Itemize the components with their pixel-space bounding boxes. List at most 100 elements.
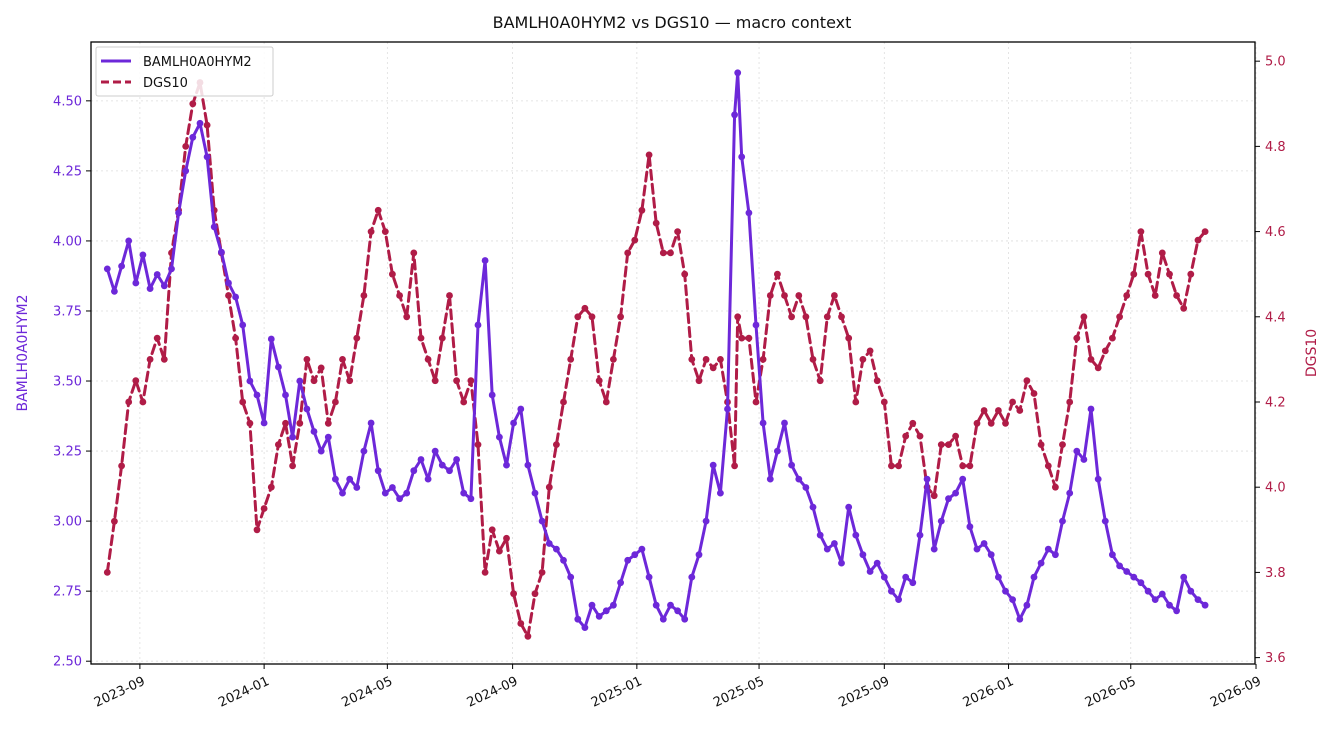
data-point-dgs10 — [873, 377, 881, 385]
data-point-dgs10 — [467, 377, 475, 385]
x-tick-label: 2026-09 — [1208, 674, 1264, 711]
data-point-bamlh0a0hym2 — [859, 551, 867, 559]
data-point-dgs10 — [103, 569, 111, 576]
data-point-bamlh0a0hym2 — [652, 601, 660, 609]
y-right-tick-label: 4.2 — [1265, 395, 1286, 410]
data-point-bamlh0a0hym2 — [132, 279, 140, 287]
data-point-bamlh0a0hym2 — [1151, 596, 1159, 603]
data-point-dgs10 — [659, 249, 667, 257]
data-point-dgs10 — [253, 526, 261, 534]
series-dgs10 — [103, 79, 1209, 640]
data-point-bamlh0a0hym2 — [809, 503, 817, 511]
data-point-bamlh0a0hym2 — [1002, 587, 1009, 595]
data-point-dgs10 — [759, 356, 767, 363]
data-point-dgs10 — [1130, 270, 1138, 278]
data-point-bamlh0a0hym2 — [524, 461, 532, 469]
data-point-bamlh0a0hym2 — [610, 601, 617, 609]
data-point-dgs10 — [766, 292, 774, 299]
data-point-bamlh0a0hym2 — [146, 285, 154, 292]
data-point-dgs10 — [823, 313, 831, 321]
data-point-dgs10 — [132, 377, 140, 385]
data-point-dgs10 — [681, 270, 689, 278]
y-axis-right: 3.6 3.8 4.0 4.2 4.4 4.6 4.8 5.0 — [1255, 55, 1286, 666]
data-point-bamlh0a0hym2 — [488, 391, 496, 399]
data-point-bamlh0a0hym2 — [1030, 573, 1038, 581]
data-point-dgs10 — [332, 398, 339, 406]
data-point-bamlh0a0hym2 — [1023, 601, 1031, 609]
data-point-dgs10 — [1030, 390, 1038, 397]
data-point-dgs10 — [1101, 347, 1109, 355]
data-point-bamlh0a0hym2 — [339, 489, 346, 497]
data-point-dgs10 — [952, 432, 959, 440]
y-left-tick-label: 3.25 — [53, 445, 82, 460]
data-point-bamlh0a0hym2 — [360, 447, 368, 455]
data-point-dgs10 — [496, 547, 503, 555]
data-point-dgs10 — [481, 569, 489, 576]
data-point-bamlh0a0hym2 — [153, 271, 161, 278]
data-point-dgs10 — [510, 590, 517, 598]
data-point-bamlh0a0hym2 — [631, 551, 639, 559]
data-point-bamlh0a0hym2 — [332, 475, 339, 483]
data-point-bamlh0a0hym2 — [1087, 405, 1095, 413]
data-point-dgs10 — [417, 334, 425, 342]
data-point-bamlh0a0hym2 — [1037, 559, 1045, 567]
data-point-dgs10 — [1080, 313, 1088, 321]
data-point-bamlh0a0hym2 — [667, 601, 674, 609]
data-point-bamlh0a0hym2 — [1166, 601, 1173, 609]
y-left-tick-label: 3.50 — [53, 375, 82, 390]
data-point-bamlh0a0hym2 — [389, 484, 396, 491]
data-point-bamlh0a0hym2 — [346, 475, 354, 483]
data-point-dgs10 — [111, 517, 118, 525]
data-point-bamlh0a0hym2 — [681, 615, 689, 623]
data-point-bamlh0a0hym2 — [1044, 545, 1052, 553]
y-right-tick-label: 4.6 — [1265, 225, 1286, 240]
data-point-bamlh0a0hym2 — [909, 579, 917, 587]
data-point-dgs10 — [474, 441, 482, 448]
data-point-dgs10 — [560, 398, 567, 406]
data-point-bamlh0a0hym2 — [396, 495, 403, 503]
data-point-dgs10 — [695, 377, 703, 385]
data-point-dgs10 — [353, 334, 361, 342]
data-point-bamlh0a0hym2 — [303, 405, 311, 413]
data-point-bamlh0a0hym2 — [766, 475, 774, 483]
data-point-dgs10 — [1123, 292, 1131, 299]
chart-title: BAMLH0A0HYM2 vs DGS10 — macro context — [493, 13, 852, 32]
data-point-bamlh0a0hym2 — [880, 573, 888, 581]
data-point-bamlh0a0hym2 — [1080, 456, 1088, 463]
legend-box — [95, 46, 274, 97]
data-point-bamlh0a0hym2 — [510, 419, 517, 427]
data-point-dgs10 — [125, 398, 133, 406]
data-point-bamlh0a0hym2 — [788, 461, 795, 469]
data-point-dgs10 — [987, 419, 995, 427]
series-line-bamlh0a0hym2 — [105, 71, 1207, 630]
data-point-dgs10 — [1187, 270, 1195, 278]
data-point-bamlh0a0hym2 — [745, 209, 753, 217]
data-point-bamlh0a0hym2 — [139, 251, 147, 259]
data-point-bamlh0a0hym2 — [1180, 573, 1188, 581]
data-point-dgs10 — [1180, 304, 1188, 312]
data-point-dgs10 — [260, 505, 268, 512]
data-point-dgs10 — [880, 398, 888, 406]
data-point-dgs10 — [809, 356, 817, 363]
data-point-bamlh0a0hym2 — [930, 545, 938, 553]
data-point-dgs10 — [866, 347, 874, 355]
data-point-dgs10 — [652, 219, 660, 227]
data-point-bamlh0a0hym2 — [453, 456, 460, 463]
data-point-bamlh0a0hym2 — [225, 279, 232, 287]
data-point-bamlh0a0hym2 — [1144, 587, 1152, 595]
data-point-dgs10 — [303, 356, 311, 363]
data-point-dgs10 — [895, 462, 902, 470]
data-point-bamlh0a0hym2 — [496, 433, 503, 441]
data-point-dgs10 — [1016, 407, 1024, 414]
data-point-dgs10 — [709, 364, 717, 372]
data-point-dgs10 — [246, 419, 254, 427]
y-left-tick-label: 3.00 — [53, 515, 82, 530]
data-point-bamlh0a0hym2 — [980, 540, 988, 547]
data-point-dgs10 — [517, 620, 525, 627]
data-point-bamlh0a0hym2 — [774, 447, 781, 455]
data-point-dgs10 — [182, 143, 190, 150]
data-point-dgs10 — [852, 398, 860, 406]
data-point-bamlh0a0hym2 — [731, 111, 738, 119]
data-point-dgs10 — [602, 398, 610, 406]
data-point-bamlh0a0hym2 — [674, 607, 681, 615]
